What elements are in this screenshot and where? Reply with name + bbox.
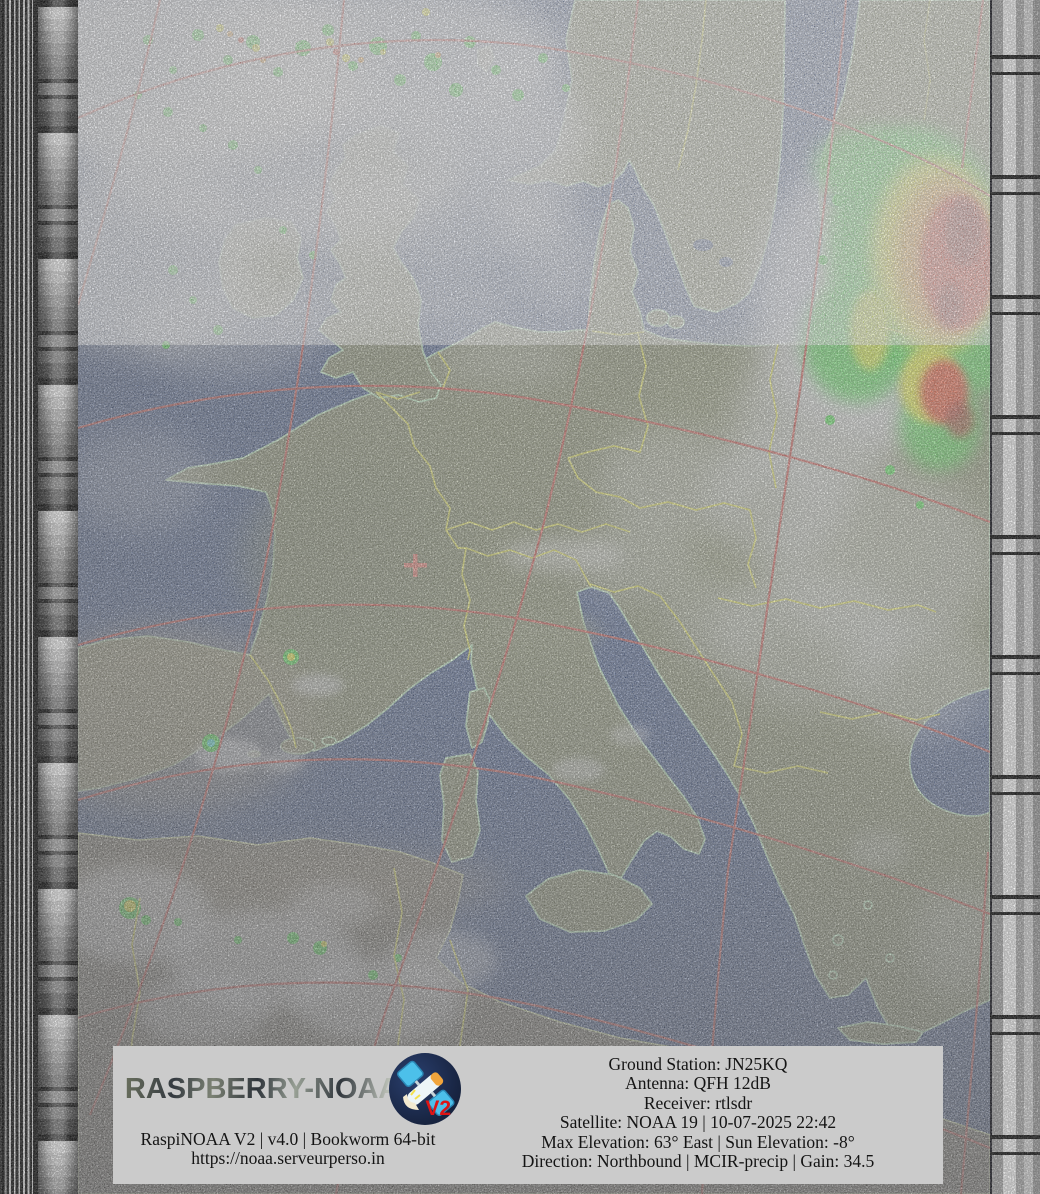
raspberry-noaa-logo: RASPBERRY-NOAA	[124, 1050, 462, 1128]
apt-sync-band-left	[0, 0, 33, 1194]
logo-version: V2	[425, 1097, 452, 1120]
logo-wordmark: RASPBERRY-NOAA	[124, 1072, 400, 1105]
branding-block: RASPBERRY-NOAA	[123, 1046, 462, 1184]
station-url: https://noaa.serveurperso.in	[191, 1148, 385, 1169]
receiver-line: Receiver: rtlsdr	[643, 1092, 753, 1113]
direction-line: Direction: Northbound | MCIR-precip | Ga…	[521, 1151, 875, 1172]
apt-telemetry-wedges-left	[38, 0, 78, 1194]
satellite-line: Satellite: NOAA 19 | 10-07-2025 22:42	[559, 1112, 837, 1133]
europe-mcir-precip-image	[78, 0, 990, 1194]
image-noise-top	[78, 0, 990, 345]
apt-telemetry-band-right	[990, 0, 1040, 1194]
build-info: RaspiNOAA V2 | v4.0 | Bookworm 64-bit	[140, 1129, 436, 1149]
elevation-line: Max Elevation: 63° East | Sun Elevation:…	[541, 1131, 855, 1152]
capture-info-bar: RASPBERRY-NOAA	[113, 1046, 943, 1184]
antenna-line: Antenna: QFH 12dB	[625, 1073, 771, 1094]
satellite-map	[78, 0, 990, 1194]
pass-details: Ground Station: JN25KQ Antenna: QFH 12dB…	[453, 1046, 943, 1184]
ground-station-line: Ground Station: JN25KQ	[608, 1054, 788, 1074]
